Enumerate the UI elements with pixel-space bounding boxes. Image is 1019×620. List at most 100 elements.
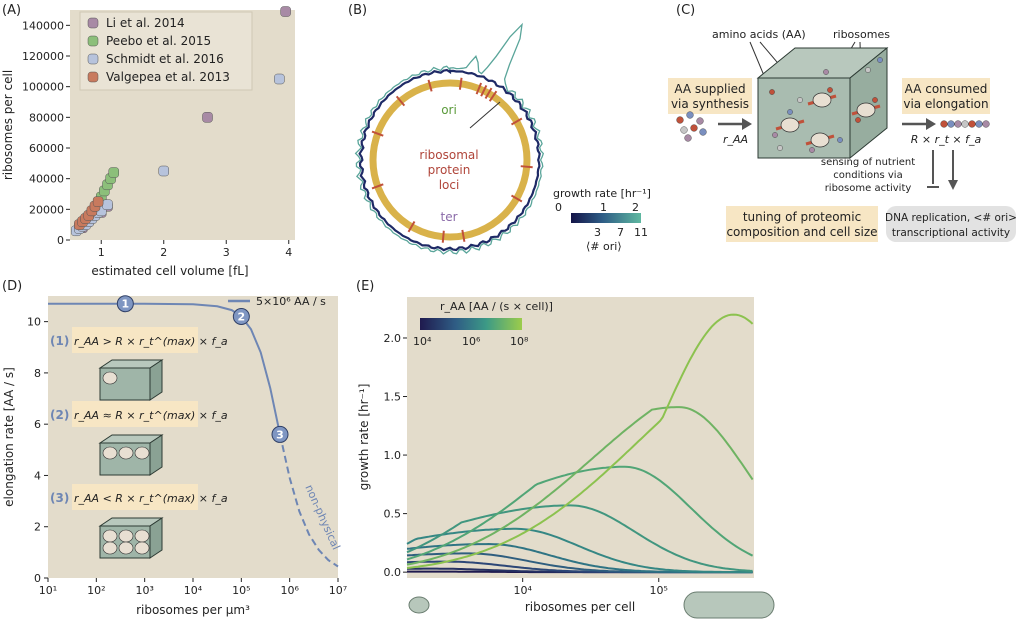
amino-acid-dots	[769, 57, 883, 153]
sensing-label-1: sensing of nutrient	[821, 157, 915, 168]
data-point-a-s2-11	[274, 73, 285, 85]
growth-curve-9	[406, 313, 754, 569]
data-point-a-s2-10	[158, 165, 169, 177]
small-cell-icon	[408, 596, 430, 614]
legend-a-box	[79, 11, 253, 91]
aa-dot-7	[865, 67, 871, 73]
legend-e-title: r_AA [AA / (s × cell)]	[440, 300, 553, 313]
regime-2-formula: r_AA ≈ R × r_t^(max) × f_a	[74, 409, 228, 422]
aa-dot-3	[797, 97, 803, 103]
y-tick-label-e-1.5: 1.5	[384, 391, 402, 404]
regime-1-number: (1)	[50, 334, 69, 348]
data-point-a-s3-6	[92, 196, 104, 207]
colorbar-ori-tick-3: 3	[594, 226, 601, 239]
data-point-a-s2-9	[102, 199, 113, 210]
regime-marker-label-1: 1	[122, 298, 130, 311]
x-tick-label-a-3: 3	[223, 246, 230, 259]
regime-marker-label-3: 3	[276, 428, 284, 441]
supplied-box	[668, 78, 752, 114]
ter-label: ter	[440, 210, 457, 224]
regime-1-formula: r_AA > R × r_t^(max) × f_a	[74, 335, 228, 348]
consume-arrow-head	[926, 118, 936, 130]
aa-label: amino acids (AA)	[712, 28, 806, 41]
chain-aa-5	[975, 120, 983, 128]
regime-markers: 1 2 3	[116, 295, 289, 443]
supplied-aa-5	[699, 128, 707, 136]
regime-ribosome-0-0	[102, 371, 118, 385]
regime-ribosome-2-2	[134, 529, 150, 543]
legend-d-label: 5×10⁶ AA / s	[256, 295, 326, 308]
panel-label-e: (E)	[356, 279, 374, 294]
locus-mark-3	[480, 84, 488, 97]
chain-aa-3	[961, 120, 969, 128]
x-tick-label-e-0: 10⁴	[513, 584, 532, 597]
aa-dot-1	[787, 109, 793, 115]
colorbar-tick-0: 0	[555, 201, 562, 214]
x-tick-label-d-2: 10³	[135, 584, 153, 597]
x-axis-label-d: ribosomes per μm³	[136, 603, 250, 617]
y-tick-label-e-0.0: 0.0	[384, 566, 402, 579]
y-tick-label-d-0: 0	[34, 572, 41, 585]
x-tick-label-d-6: 10⁷	[329, 584, 347, 597]
y-tick-label-a-140000: 140000	[22, 19, 64, 32]
aa-dot-8	[872, 97, 878, 103]
supplied-aa-3	[680, 126, 688, 134]
legend-a-swatch-0	[87, 17, 99, 29]
consumed-label-2: via elongation	[903, 97, 988, 111]
chain-aa-0	[940, 120, 948, 128]
chain-aa-1	[947, 120, 955, 128]
growth-curve-8	[406, 406, 754, 566]
regime-marker-label-2: 2	[238, 311, 246, 324]
large-cell-icon	[683, 591, 775, 619]
supplied-aa-1	[686, 111, 694, 119]
regime-ribosome-2-4	[118, 541, 134, 555]
regime-cube-side-0	[149, 359, 163, 401]
y-tick-label-d-6: 6	[34, 418, 41, 431]
activate-arrow-head	[948, 180, 958, 190]
chain-aa-4	[968, 120, 976, 128]
supply-arrow-head	[742, 118, 752, 130]
regime-cube-side-2	[149, 517, 163, 559]
growth-trace	[354, 22, 545, 255]
y-ticks-d: 0 2 4 6 8 10	[27, 316, 48, 585]
growth-curve-7	[406, 465, 754, 561]
regime-3-box	[72, 484, 198, 510]
supplied-aa-4	[690, 124, 698, 132]
ribosome-2	[810, 132, 830, 148]
aa-dot-12	[855, 117, 861, 123]
colorbar-ori-tick-11: 11	[634, 226, 648, 239]
regime-ribosome-2-5	[134, 541, 150, 555]
r-aa-label: r_AA	[723, 133, 748, 146]
panel-c-schematic: amino acids (AA) ribosomes AA supplied v…	[668, 28, 1017, 242]
y-tick-label-a-40000: 40000	[29, 173, 64, 186]
locus-mark-14	[395, 95, 406, 107]
locus-mark-9	[461, 229, 466, 242]
regime-2-number: (2)	[50, 408, 69, 422]
supplied-aa-6	[684, 134, 692, 142]
regime-3-number: (3)	[50, 491, 69, 505]
y-tick-label-d-2: 2	[34, 521, 41, 534]
regime-marker-3	[271, 425, 289, 443]
x-tick-label-e-1: 10⁵	[650, 584, 668, 597]
aa-dot-4	[827, 87, 833, 93]
panel-label-c: (C)	[676, 3, 695, 18]
dna-box	[886, 206, 1016, 242]
aa-dot-10	[823, 69, 829, 75]
elongation-curve-nonphysical	[279, 434, 339, 568]
legend-a-swatch-2	[87, 53, 99, 65]
ribosome-1	[812, 92, 832, 108]
y-tick-label-d-10: 10	[27, 316, 41, 329]
sensing-label-3: ribosome activity	[825, 183, 912, 194]
x-ticks-e: 10⁴ 10⁵	[513, 578, 668, 597]
regime-ribosome-2-0	[102, 529, 118, 543]
x-ticks-d: 10¹ 10² 10³ 10⁴ 10⁵ 10⁶ 10⁷	[39, 578, 347, 597]
chain-aa-2	[954, 120, 962, 128]
chain-aa-6	[982, 120, 990, 128]
regime-marker-2	[232, 308, 250, 326]
consumed-aa-chain	[940, 120, 990, 128]
sensing-label-2: conditions via	[833, 170, 902, 181]
regime-cube-side-1	[149, 434, 163, 476]
loci-label-2: protein	[428, 163, 471, 177]
scatter-points-a	[71, 6, 291, 237]
